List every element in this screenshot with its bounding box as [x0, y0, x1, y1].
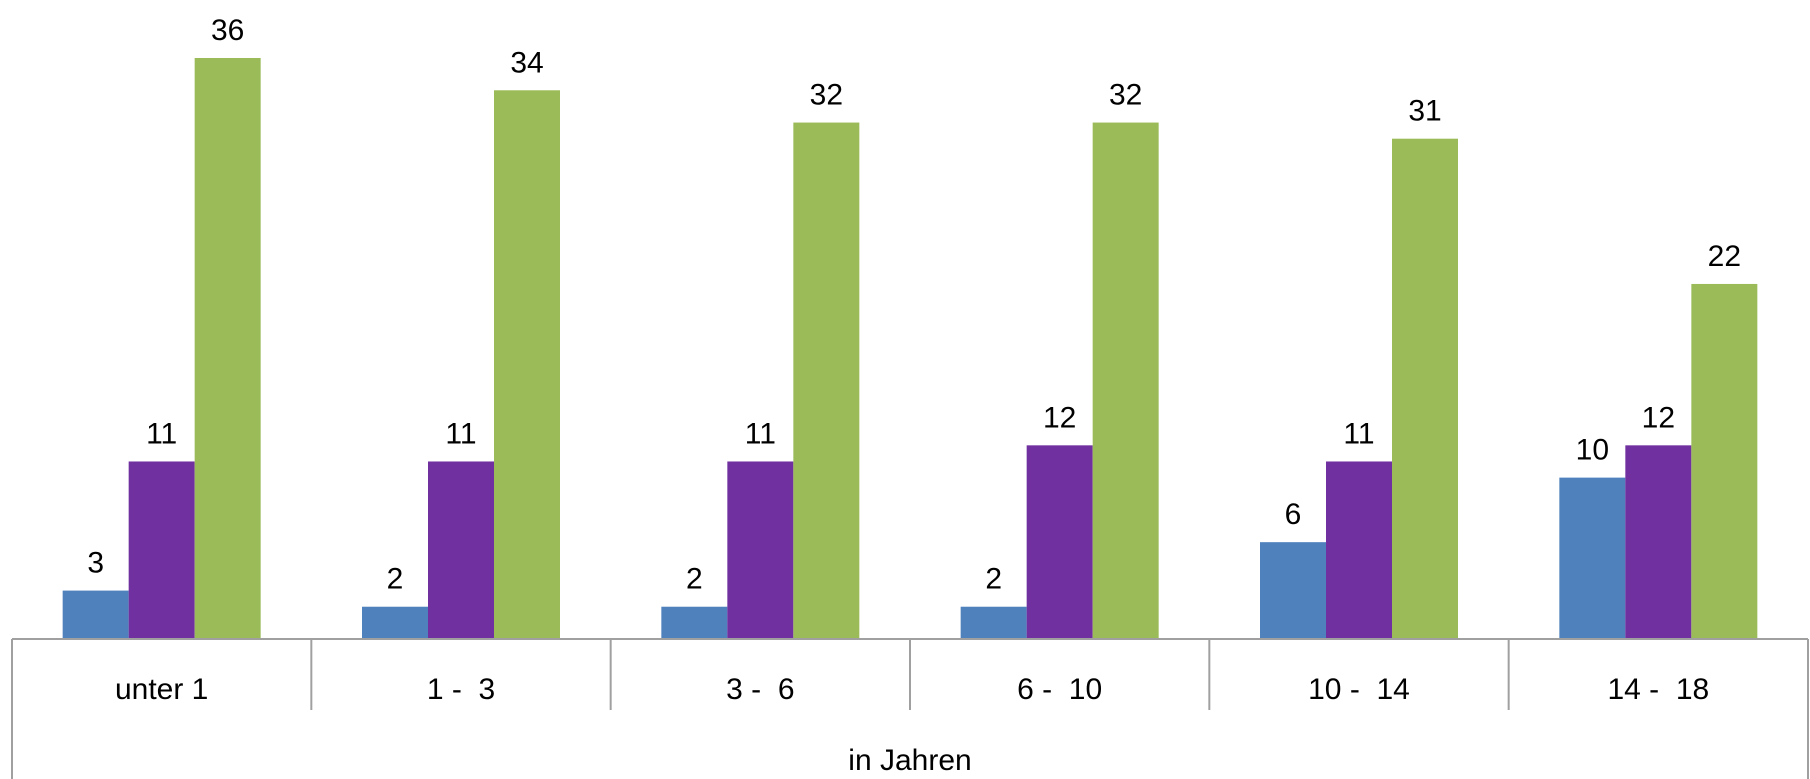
bar-s3-c1 [194, 58, 261, 639]
category-labels-layer: unter 1 1 - 3 3 - 6 6 - 10 10 - 14 14 - 18 [115, 673, 1709, 706]
category-label-3: 3 - 6 [726, 673, 794, 706]
bar-s1-c4 [960, 606, 1027, 639]
bar-s1-c2 [362, 606, 428, 639]
bar-s3-c5 [1392, 138, 1458, 639]
bar-s1-c5 [1260, 542, 1326, 639]
data-label-s3-c2: 34 [510, 46, 543, 79]
data-label-s2-c1: 11 [146, 417, 177, 450]
bar-s3-c6 [1691, 283, 1758, 639]
category-label-5: 10 - 14 [1308, 673, 1410, 706]
bar-s3-c3 [793, 122, 860, 640]
data-label-s3-c5: 31 [1408, 95, 1441, 128]
bar-s3-c4 [1092, 122, 1159, 640]
data-label-s2-c6: 12 [1642, 401, 1675, 434]
data-label-s1-c5: 6 [1285, 498, 1302, 531]
category-label-1: unter 1 [115, 673, 208, 706]
bar-s2-c3 [727, 461, 794, 639]
data-label-s1-c1: 3 [87, 547, 104, 580]
bar-s1-c3 [661, 606, 728, 639]
data-label-s1-c4: 2 [985, 563, 1002, 596]
data-label-s2-c2: 11 [445, 417, 476, 450]
data-label-s1-c3: 2 [686, 563, 703, 596]
data-label-s3-c6: 22 [1708, 240, 1741, 273]
data-label-s1-c2: 2 [387, 563, 404, 596]
data-label-s3-c1: 36 [211, 14, 244, 47]
category-label-6: 14 - 18 [1607, 673, 1709, 706]
bar-s1-c1 [62, 590, 129, 639]
bar-s2-c2 [428, 461, 494, 639]
x-axis-title: in Jahren [848, 744, 971, 777]
bar-s2-c1 [128, 461, 195, 639]
bar-s2-c4 [1026, 445, 1093, 639]
data-label-s3-c3: 32 [810, 79, 843, 112]
data-label-s2-c5: 11 [1343, 417, 1374, 450]
data-label-s2-c4: 12 [1043, 401, 1076, 434]
data-labels-layer: 3 11 36 2 11 34 2 11 32 2 12 32 6 11 31 10 12 22 [87, 14, 1741, 596]
data-label-s1-c6: 10 [1576, 434, 1609, 467]
bar-s3-c2 [494, 90, 560, 640]
x-axis [11, 638, 1809, 779]
bar-s2-c5 [1326, 461, 1392, 639]
data-label-s2-c3: 11 [745, 417, 776, 450]
category-label-2: 1 - 3 [427, 673, 495, 706]
data-label-s3-c4: 32 [1109, 79, 1142, 112]
bar-s2-c6 [1625, 445, 1692, 639]
category-label-4: 6 - 10 [1017, 673, 1102, 706]
bar-s1-c6 [1559, 477, 1626, 639]
bars-layer [62, 58, 1758, 640]
